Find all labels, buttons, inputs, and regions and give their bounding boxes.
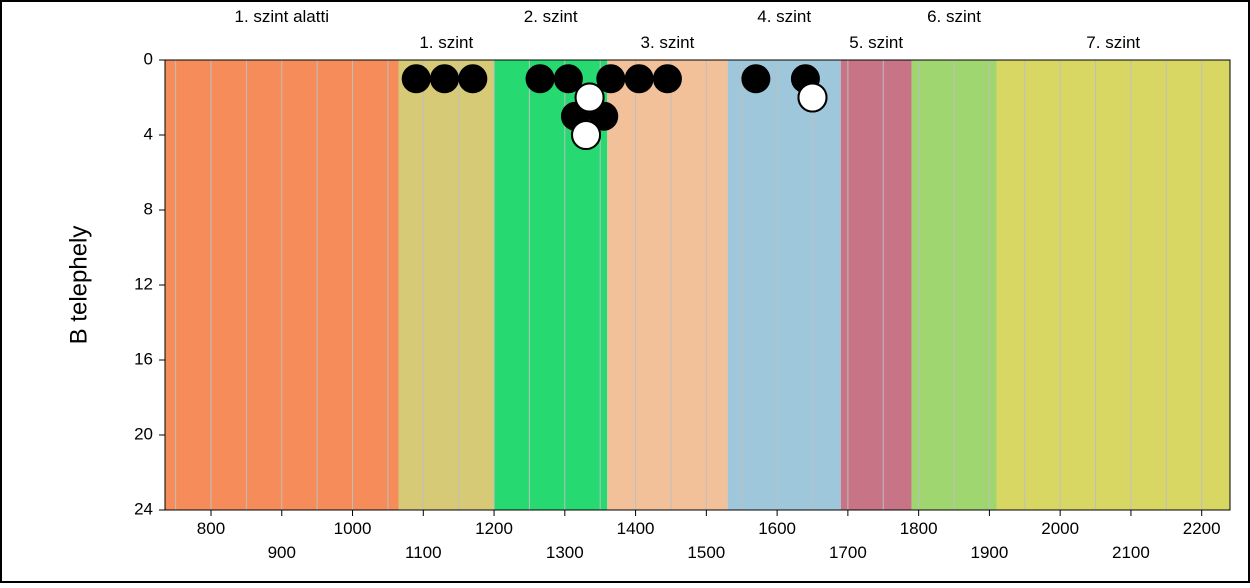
band-label: 6. szint — [927, 7, 981, 26]
y-tick-label: 24 — [134, 499, 153, 518]
y-tick-label: 4 — [144, 124, 153, 143]
band-label: 3. szint — [640, 33, 694, 52]
band-label: 4. szint — [757, 7, 811, 26]
point-black — [459, 65, 487, 93]
band — [841, 60, 912, 510]
x-tick-label-upper: 1400 — [617, 519, 655, 538]
y-tick-label: 8 — [144, 199, 153, 218]
band — [607, 60, 727, 510]
point-black — [653, 65, 681, 93]
point-black — [402, 65, 430, 93]
band-label: 2. szint — [524, 7, 578, 26]
x-tick-label-lower: 1100 — [405, 543, 442, 562]
x-tick-label-lower: 1700 — [829, 543, 867, 562]
x-tick-label-upper: 1600 — [758, 519, 796, 538]
band-label: 7. szint — [1086, 33, 1140, 52]
x-tick-label-upper: 1000 — [334, 519, 372, 538]
x-tick-label-lower: 900 — [268, 543, 296, 562]
point-white — [798, 84, 826, 112]
x-tick-label-upper: 1200 — [475, 519, 513, 538]
x-tick-label-lower: 1900 — [970, 543, 1008, 562]
x-tick-label-lower: 2100 — [1112, 543, 1150, 562]
chart-container: 0 4 8 12 16 20 24 B telephely 800 1000 1200 1400 160… — [0, 0, 1250, 588]
y-axis-label: B telephely — [65, 226, 92, 345]
band-scatter-chart: 0 4 8 12 16 20 24 B telephely 800 1000 1200 1400 160… — [0, 0, 1250, 583]
x-tick-label-lower: 1300 — [546, 543, 584, 562]
x-tick-label-upper: 800 — [197, 519, 225, 538]
band — [399, 60, 495, 510]
y-tick-label: 0 — [144, 49, 153, 68]
point-white — [576, 84, 604, 112]
x-tick-label-upper: 1800 — [900, 519, 938, 538]
band-label: 1. szint alatti — [235, 7, 330, 26]
band — [996, 60, 1230, 510]
point-black — [431, 65, 459, 93]
y-tick-label: 20 — [134, 424, 153, 443]
x-tick-label-upper: 2200 — [1183, 519, 1221, 538]
x-tick-label-upper: 2000 — [1041, 519, 1079, 538]
x-tick-label-lower: 1500 — [687, 543, 725, 562]
point-black — [526, 65, 554, 93]
band-label: 5. szint — [849, 33, 903, 52]
y-tick-label: 12 — [134, 274, 153, 293]
point-black — [742, 65, 770, 93]
band-label: 1. szint — [419, 33, 473, 52]
point-white — [572, 121, 600, 149]
y-tick-label: 16 — [134, 349, 153, 368]
point-black — [625, 65, 653, 93]
band — [728, 60, 841, 510]
